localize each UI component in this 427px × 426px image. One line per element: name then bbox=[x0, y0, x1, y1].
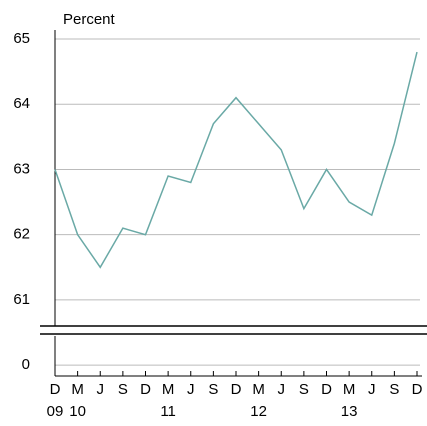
x-tick-label: D bbox=[140, 381, 151, 398]
y-tick-label: 65 bbox=[13, 30, 30, 47]
x-tick-label: M bbox=[252, 381, 265, 398]
x-tick-label: S bbox=[208, 381, 218, 398]
x-tick-label: D bbox=[321, 381, 332, 398]
y-tick-label: 61 bbox=[13, 291, 30, 308]
x-group-label: 09 bbox=[47, 403, 64, 420]
x-tick-label: S bbox=[389, 381, 399, 398]
x-tick-label: J bbox=[97, 381, 105, 398]
y-tick-label: 0 bbox=[22, 356, 30, 373]
x-group-label: 12 bbox=[250, 403, 267, 420]
y-axis-label: Percent bbox=[63, 11, 116, 28]
x-tick-label: M bbox=[343, 381, 356, 398]
y-tick-label: 64 bbox=[13, 95, 30, 112]
x-tick-label: S bbox=[299, 381, 309, 398]
x-tick-label: J bbox=[187, 381, 195, 398]
x-tick-label: D bbox=[412, 381, 423, 398]
x-tick-label: M bbox=[71, 381, 84, 398]
x-tick-label: J bbox=[368, 381, 376, 398]
x-tick-label: D bbox=[50, 381, 61, 398]
x-group-label: 10 bbox=[69, 403, 86, 420]
x-tick-label: S bbox=[118, 381, 128, 398]
x-group-label: 11 bbox=[160, 403, 176, 420]
data-line bbox=[54, 51, 418, 269]
y-tick-label: 63 bbox=[13, 160, 30, 177]
x-tick-label: J bbox=[278, 381, 286, 398]
x-tick-label: D bbox=[231, 381, 242, 398]
y-tick-label: 62 bbox=[13, 226, 30, 243]
x-tick-label: M bbox=[162, 381, 175, 398]
x-group-label: 13 bbox=[341, 403, 358, 420]
